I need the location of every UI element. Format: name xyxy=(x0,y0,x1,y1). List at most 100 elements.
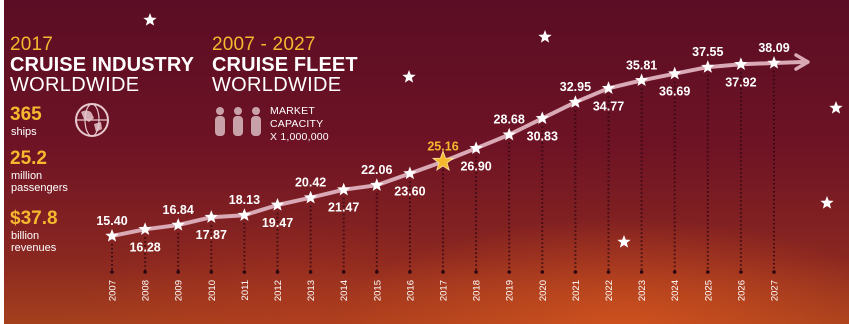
background-star-4 xyxy=(829,101,843,114)
marker-2020 xyxy=(535,111,549,125)
people-icon xyxy=(215,107,261,136)
industry-subtitle: WORLDWIDE xyxy=(10,74,140,96)
tick-label-2017: 2017 xyxy=(439,280,450,301)
data-label-2022: 34.77 xyxy=(593,99,624,113)
tick-label-2024: 2024 xyxy=(670,280,681,301)
data-label-2020: 30.83 xyxy=(527,129,558,143)
data-label-2019: 28.68 xyxy=(494,113,525,127)
marker-2007 xyxy=(105,229,119,242)
tick-label-2009: 2009 xyxy=(174,280,185,301)
stem-base-2026 xyxy=(739,270,743,274)
marker-2014 xyxy=(337,182,351,196)
data-label-2026: 37.92 xyxy=(725,75,756,89)
stem-base-2022 xyxy=(606,270,611,274)
legend-line-3: X 1,000,000 xyxy=(270,131,329,143)
industry-year: 2017 xyxy=(10,34,54,55)
data-label-2007: 15.40 xyxy=(96,214,127,228)
data-label-2018: 26.90 xyxy=(460,159,491,173)
stem-base-2013 xyxy=(308,270,313,274)
data-label-2023: 35.81 xyxy=(626,58,657,72)
globe-icon xyxy=(75,103,109,137)
tick-label-2020: 2020 xyxy=(538,280,549,301)
data-label-2024: 36.69 xyxy=(659,85,690,99)
data-label-2014: 21.47 xyxy=(328,201,359,215)
tick-label-2012: 2012 xyxy=(273,280,284,301)
decorative-stars xyxy=(143,13,843,248)
passengers-label-2: passengers xyxy=(11,182,68,194)
series-arrow-head xyxy=(794,53,810,71)
tick-label-2015: 2015 xyxy=(372,280,383,301)
marker-2008 xyxy=(138,222,152,235)
stem-base-2020 xyxy=(540,270,545,274)
tick-label-2019: 2019 xyxy=(505,280,516,301)
tick-label-2022: 2022 xyxy=(604,280,615,301)
stem-base-2023 xyxy=(639,270,644,274)
data-label-2009: 16.84 xyxy=(163,203,194,217)
data-point-markers xyxy=(105,56,781,242)
tick-label-2027: 2027 xyxy=(770,280,781,301)
data-label-2021: 32.95 xyxy=(560,80,591,94)
legend-line-1: MARKET xyxy=(270,105,315,117)
series-polyline xyxy=(110,60,804,238)
marker-2024 xyxy=(668,66,682,80)
data-label-2010: 17.87 xyxy=(196,228,227,242)
data-label-2012: 19.47 xyxy=(262,216,293,230)
data-label-2013: 20.42 xyxy=(295,176,326,190)
fleet-title: CRUISE FLEET xyxy=(212,54,358,76)
marker-2009 xyxy=(171,218,185,231)
tick-label-2021: 2021 xyxy=(571,280,582,301)
data-label-2011: 18.13 xyxy=(229,193,260,207)
revenues-value: $37.8 xyxy=(10,208,58,229)
tick-label-2018: 2018 xyxy=(472,280,483,301)
fleet-subtitle: WORLDWIDE xyxy=(212,74,342,96)
tick-label-2011: 2011 xyxy=(240,280,251,300)
marker-2015 xyxy=(370,178,384,191)
background-star-3 xyxy=(402,70,416,83)
background-star-2 xyxy=(538,30,552,43)
marker-2019 xyxy=(502,127,516,141)
tick-label-2016: 2016 xyxy=(405,280,416,301)
stem-base-2021 xyxy=(573,270,578,274)
stem-base-2009 xyxy=(176,270,180,274)
stem-base-2007 xyxy=(110,270,114,274)
data-label-2008: 16.28 xyxy=(129,240,160,254)
marker-2025 xyxy=(701,60,715,73)
fleet-years: 2007 - 2027 xyxy=(212,34,316,55)
stem-base-2010 xyxy=(209,270,214,274)
marker-2012 xyxy=(270,197,285,211)
stem-base-2011 xyxy=(242,270,247,274)
stem-base-2018 xyxy=(474,270,478,274)
marker-2027 xyxy=(767,56,781,69)
legend-line-2: CAPACITY xyxy=(270,118,324,130)
ships-value: 365 xyxy=(10,104,42,125)
marker-2018 xyxy=(469,141,483,154)
stem-base-2016 xyxy=(408,270,412,274)
tick-label-2010: 2010 xyxy=(207,280,218,301)
tick-label-2013: 2013 xyxy=(306,280,317,301)
stem-base-2015 xyxy=(375,270,379,274)
passengers-label-1: million xyxy=(11,170,43,182)
marker-2017 xyxy=(431,149,455,172)
stem-base-2017 xyxy=(441,270,445,274)
data-label-2027: 38.09 xyxy=(758,41,789,55)
marker-2016 xyxy=(403,166,417,180)
marker-2021 xyxy=(568,95,583,108)
data-label-2015: 22.06 xyxy=(361,163,392,177)
marker-2010 xyxy=(204,210,218,223)
background-star-6 xyxy=(617,235,631,248)
marker-2022 xyxy=(601,81,616,94)
x-tick-labels: 2007 2008 2009 2010 2011 2012 2013 2014 2015 2016… xyxy=(108,280,781,301)
stem-base-2024 xyxy=(672,270,677,274)
data-label-2017: 25.16 xyxy=(427,140,458,154)
tick-label-2007: 2007 xyxy=(108,280,119,301)
background-star-5 xyxy=(820,196,834,209)
industry-title: CRUISE INDUSTRY xyxy=(10,54,195,76)
tick-label-2026: 2026 xyxy=(736,280,747,301)
marker-2011 xyxy=(237,208,252,221)
data-label-2025: 37.55 xyxy=(692,45,723,59)
year-stems xyxy=(110,71,776,274)
stem-base-2027 xyxy=(772,270,776,274)
data-label-2016: 23.60 xyxy=(394,184,425,198)
